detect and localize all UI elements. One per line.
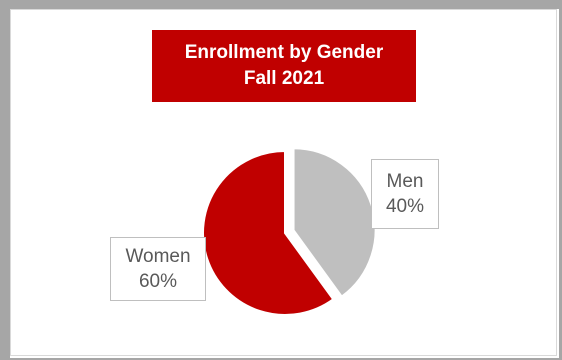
women-percent: 60% (138, 271, 178, 292)
pie-slice-women (202, 149, 335, 316)
women-label: Women (125, 246, 191, 267)
chart-subtitle: Fall 2021 (243, 68, 325, 89)
chart-area (10, 9, 557, 356)
men-percent: 40% (385, 196, 425, 217)
chart-title-box: Enrollment by Gender Fall 2021 (152, 30, 416, 102)
chart-title: Enrollment by Gender (184, 42, 384, 63)
men-data-label: Men 40% (371, 159, 439, 229)
women-data-label: Women 60% (110, 237, 206, 301)
men-label: Men (386, 171, 424, 192)
